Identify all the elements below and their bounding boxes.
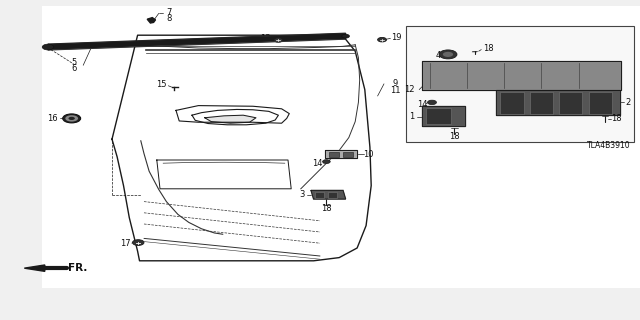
Text: 11: 11 — [390, 86, 401, 95]
Text: 3: 3 — [300, 190, 305, 199]
Text: TLA4B3910: TLA4B3910 — [587, 141, 630, 150]
Bar — [530, 92, 553, 114]
Text: FR.: FR. — [68, 263, 88, 273]
Circle shape — [342, 34, 349, 38]
Polygon shape — [311, 190, 346, 199]
Polygon shape — [325, 150, 357, 158]
Circle shape — [443, 52, 453, 57]
Bar — [559, 92, 582, 114]
Text: 15: 15 — [156, 80, 166, 89]
Text: 4: 4 — [436, 51, 441, 60]
Text: 6: 6 — [71, 64, 76, 73]
Bar — [500, 92, 524, 114]
Bar — [42, 6, 640, 288]
Circle shape — [132, 240, 144, 245]
Text: 18: 18 — [321, 204, 332, 212]
Bar — [406, 26, 634, 142]
Text: 7: 7 — [166, 8, 172, 17]
Text: 18: 18 — [449, 132, 460, 141]
Bar — [589, 92, 612, 114]
Polygon shape — [24, 265, 45, 271]
Circle shape — [63, 114, 81, 123]
Bar — [328, 192, 337, 198]
Polygon shape — [496, 90, 620, 115]
Text: 8: 8 — [166, 14, 172, 23]
Polygon shape — [422, 61, 621, 90]
Polygon shape — [147, 18, 156, 23]
Circle shape — [274, 38, 283, 42]
Text: 9: 9 — [393, 79, 398, 88]
Text: 19: 19 — [391, 33, 401, 42]
Text: 1: 1 — [410, 112, 415, 121]
Circle shape — [323, 160, 330, 164]
Text: 5: 5 — [71, 58, 76, 67]
Bar — [329, 152, 339, 157]
Text: 13: 13 — [260, 34, 271, 43]
Circle shape — [428, 100, 436, 105]
Polygon shape — [422, 106, 465, 126]
Text: 18: 18 — [483, 44, 493, 52]
Text: 10: 10 — [363, 150, 373, 159]
Polygon shape — [48, 33, 346, 50]
Circle shape — [378, 37, 387, 42]
Text: 12: 12 — [404, 85, 415, 94]
Circle shape — [42, 44, 54, 50]
Bar — [343, 152, 353, 157]
Bar — [426, 108, 451, 124]
Text: 14: 14 — [312, 159, 323, 168]
Text: 17: 17 — [120, 239, 131, 248]
Text: 2: 2 — [625, 98, 630, 107]
Circle shape — [439, 50, 457, 59]
Text: 16: 16 — [47, 114, 58, 123]
Text: 18: 18 — [611, 114, 621, 123]
Text: 14: 14 — [417, 100, 428, 109]
Bar — [315, 192, 324, 198]
Circle shape — [68, 117, 75, 120]
Polygon shape — [205, 115, 256, 123]
Circle shape — [65, 115, 78, 122]
